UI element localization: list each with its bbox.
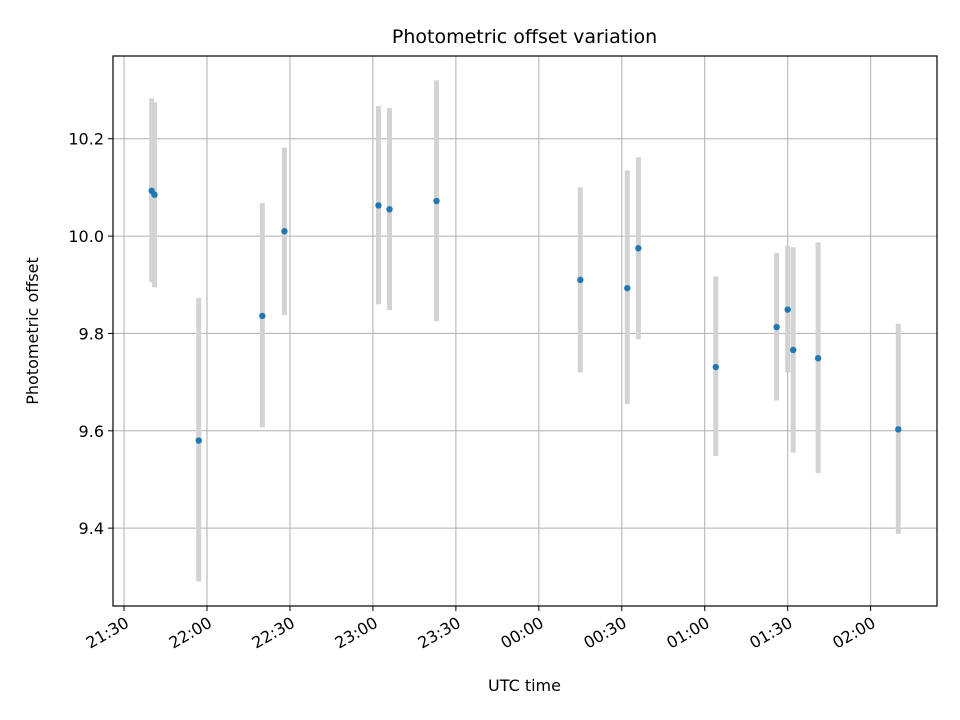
data-point: [386, 206, 393, 213]
data-point: [195, 437, 202, 444]
data-point: [790, 346, 797, 354]
data-point: [259, 312, 266, 320]
y-axis-label: Photometric offset: [23, 257, 42, 405]
data-point: [773, 323, 780, 331]
data-point: [814, 355, 822, 362]
data-point: [281, 228, 288, 235]
y-tick-label: 9.8: [79, 324, 104, 343]
data-points: [148, 187, 902, 444]
plot-frame: [112, 55, 938, 607]
data-point: [433, 197, 440, 205]
data-point: [635, 245, 642, 252]
x-axis-label: UTC time: [488, 676, 561, 695]
y-tick-label: 9.4: [79, 519, 104, 538]
data-point: [151, 191, 158, 198]
data-point: [895, 426, 902, 433]
data-point: [712, 363, 719, 371]
y-tick-label: 10.0: [68, 227, 104, 246]
y-axis-ticks: 9.4 9.6 9.8 10.0 10.2: [68, 130, 113, 538]
data-point: [375, 202, 382, 209]
grid: [113, 56, 937, 606]
data-point: [784, 306, 791, 313]
y-tick-label: 9.6: [79, 422, 104, 441]
data-point: [624, 284, 631, 292]
y-tick-label: 10.2: [68, 130, 104, 149]
chart-title: Photometric offset variation: [392, 26, 657, 48]
data-point: [577, 276, 584, 284]
